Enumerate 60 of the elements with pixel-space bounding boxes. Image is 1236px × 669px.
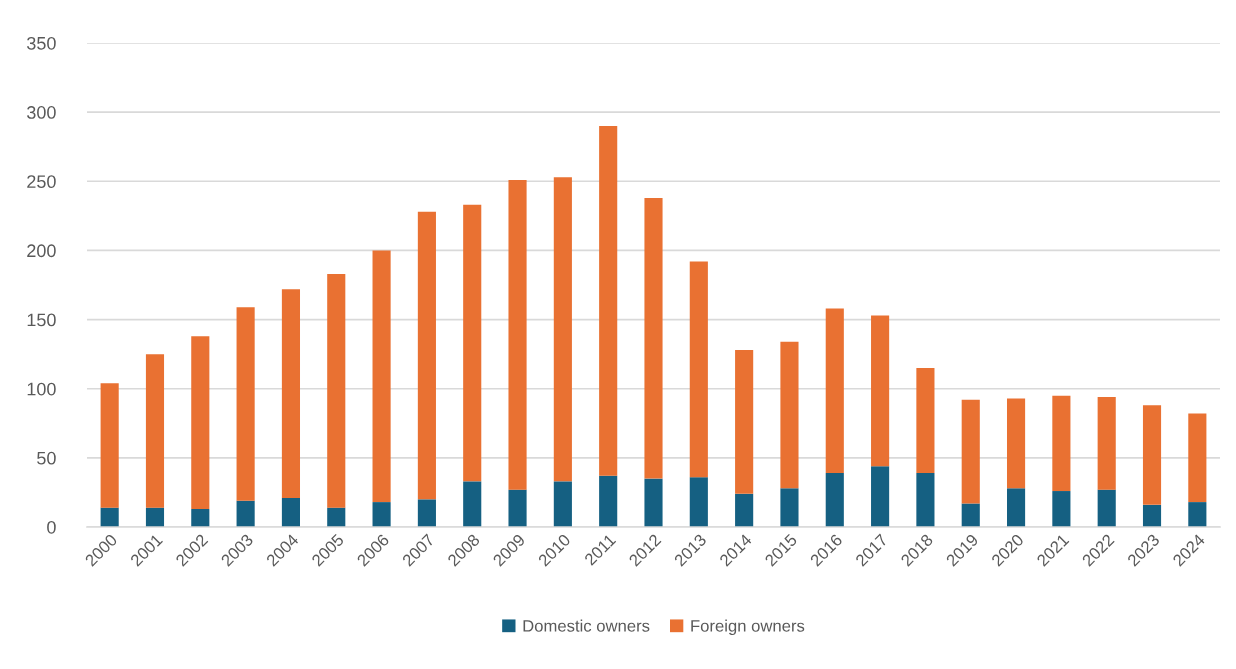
y-tick-label: 50 bbox=[37, 451, 56, 465]
bar bbox=[553, 177, 572, 482]
bar bbox=[1007, 398, 1026, 489]
bar bbox=[327, 273, 346, 508]
bar bbox=[417, 499, 436, 527]
y-tick-label: 250 bbox=[27, 175, 56, 189]
bar bbox=[236, 307, 255, 501]
bar bbox=[281, 497, 300, 527]
bar bbox=[644, 197, 663, 479]
bar bbox=[1188, 413, 1207, 503]
bar bbox=[553, 481, 572, 527]
bar bbox=[735, 349, 754, 494]
bar bbox=[1142, 504, 1162, 527]
bar bbox=[327, 507, 346, 527]
bar bbox=[916, 367, 935, 474]
bar bbox=[780, 488, 799, 527]
bar bbox=[191, 336, 210, 510]
y-tick-label: 300 bbox=[27, 106, 56, 119]
bar bbox=[825, 308, 844, 474]
bar bbox=[145, 507, 165, 527]
bar bbox=[1097, 397, 1116, 490]
bar bbox=[100, 383, 119, 508]
bar bbox=[644, 478, 663, 527]
bar bbox=[372, 502, 391, 527]
bar bbox=[281, 289, 300, 498]
bar bbox=[780, 341, 799, 489]
bar bbox=[871, 466, 890, 527]
bar bbox=[599, 125, 618, 476]
bar bbox=[961, 503, 980, 527]
bar bbox=[735, 493, 754, 527]
bar bbox=[1052, 491, 1071, 527]
bar bbox=[463, 481, 482, 527]
bar bbox=[508, 179, 527, 490]
bar bbox=[961, 399, 980, 504]
y-tick-label: 150 bbox=[27, 313, 56, 327]
y-tick-label: 100 bbox=[27, 382, 56, 396]
bar bbox=[1007, 488, 1026, 527]
bar bbox=[191, 509, 210, 527]
bar bbox=[372, 250, 391, 503]
bar bbox=[1142, 405, 1162, 505]
y-tick-label: 350 bbox=[27, 36, 56, 50]
bar bbox=[463, 204, 482, 482]
bar bbox=[871, 315, 890, 467]
bar bbox=[145, 354, 165, 508]
legend-label: Foreign owners bbox=[691, 619, 805, 636]
bar bbox=[417, 211, 436, 500]
bar bbox=[1188, 502, 1207, 527]
bar bbox=[916, 473, 935, 527]
y-tick-label: 0 bbox=[47, 520, 56, 534]
bar bbox=[1097, 489, 1116, 527]
bar bbox=[825, 473, 844, 527]
bar bbox=[508, 489, 527, 527]
bar bbox=[689, 477, 708, 527]
legend-label: Domestic owners bbox=[523, 619, 650, 632]
bar bbox=[1052, 395, 1071, 492]
bar bbox=[599, 475, 618, 527]
y-tick-label: 200 bbox=[27, 244, 56, 258]
bar bbox=[100, 507, 119, 527]
bar bbox=[689, 261, 708, 478]
bar bbox=[236, 500, 255, 527]
